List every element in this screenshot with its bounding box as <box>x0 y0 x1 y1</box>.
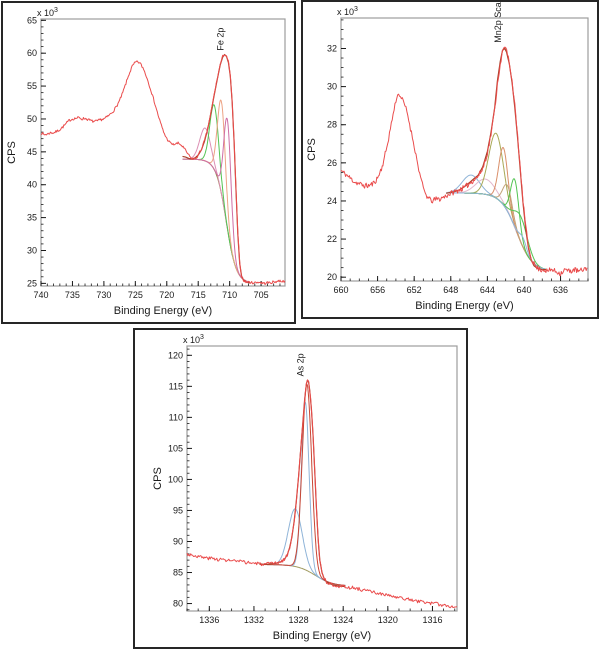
y-tick-label: 90 <box>173 536 183 546</box>
plot-area <box>340 17 589 282</box>
series-raw-data <box>40 54 286 285</box>
y-tick-label: 28 <box>327 120 337 130</box>
y-tick-label: 55 <box>27 81 37 91</box>
x-tick-label: 725 <box>128 290 143 300</box>
mn2p-spectrum-panel: 660 656 652 648 644 640 636 20 22 24 26 28 30 32 Bindi… <box>301 0 599 319</box>
series-raw-data <box>340 46 588 277</box>
x-tick-label: 1320 <box>378 615 398 625</box>
x-tick-label: 636 <box>553 285 568 295</box>
y-tick-label: 26 <box>327 158 337 168</box>
y-axis-title: CPS <box>6 141 18 164</box>
y-tick-label: 45 <box>27 147 37 157</box>
y-axis-multiplier: x 103 <box>337 6 358 17</box>
x-tick-label: 730 <box>96 290 111 300</box>
y-tick-label: 65 <box>27 15 37 25</box>
y-tick-label: 85 <box>173 568 183 578</box>
x-tick-label: 640 <box>516 285 531 295</box>
x-tick-label: 1328 <box>289 615 309 625</box>
x-tick-label: 652 <box>407 285 422 295</box>
as2p-chart: 1336 1332 1328 1324 1320 1316 80 85 90 95 100 105 11… <box>152 334 458 642</box>
y-axis-title: CPS <box>306 138 318 161</box>
x-tick-label: 1324 <box>333 615 353 625</box>
x-tick-label: 735 <box>65 290 80 300</box>
y-tick-label: 80 <box>173 599 183 609</box>
x-tick-label: 740 <box>33 290 48 300</box>
x-tick-label: 656 <box>370 285 385 295</box>
x-tick-label: 1332 <box>244 615 264 625</box>
x-tick-label: 648 <box>443 285 458 295</box>
y-tick-label: 50 <box>27 114 37 124</box>
peak-label: Fe 2p <box>215 28 225 51</box>
x-axis-title: Binding Energy (eV) <box>273 630 371 642</box>
y-tick-label: 120 <box>168 350 183 360</box>
fe2p-chart: 740 735 730 725 720 715 710 705 25 30 35 40 45 50 55 60… <box>6 7 286 317</box>
y-axis-title: CPS <box>152 467 164 490</box>
y-tick-label: 115 <box>169 381 183 391</box>
x-tick-label: 644 <box>480 285 495 295</box>
x-tick-label: 715 <box>191 290 206 300</box>
y-tick-label: 22 <box>327 234 337 244</box>
peak-label: Mn2p Sca <box>493 2 503 43</box>
x-axis-title: Binding Energy (eV) <box>114 305 212 317</box>
y-tick-label: 100 <box>168 474 183 484</box>
y-tick-label: 110 <box>169 412 183 422</box>
x-tick-label: 705 <box>254 290 269 300</box>
x-tick-label: 720 <box>159 290 174 300</box>
y-tick-label: 105 <box>168 443 183 453</box>
y-tick-label: 32 <box>327 43 337 53</box>
y-tick-label: 30 <box>27 245 37 255</box>
series-raw-data <box>186 379 458 609</box>
y-tick-label: 20 <box>327 272 337 282</box>
y-axis-multiplier: x 103 <box>183 334 204 345</box>
y-tick-label: 35 <box>27 213 37 223</box>
fe2p-spectrum-panel: 740 735 730 725 720 715 710 705 25 30 35 40 45 50 55 60… <box>1 1 296 324</box>
y-axis-multiplier: x 103 <box>37 7 58 18</box>
y-tick-label: 60 <box>27 48 37 58</box>
as2p-spectrum-panel: 1336 1332 1328 1324 1320 1316 80 85 90 95 100 105 11… <box>133 328 468 649</box>
y-tick-label: 25 <box>27 278 37 288</box>
x-tick-label: 1336 <box>199 615 219 625</box>
x-axis-title: Binding Energy (eV) <box>415 300 513 312</box>
x-tick-label: 1316 <box>422 615 442 625</box>
plot-area <box>186 345 458 612</box>
series-component-Mn-640.1 <box>446 192 547 270</box>
mn2p-chart: 660 656 652 648 644 640 636 20 22 24 26 28 30 32 Bindi… <box>306 2 589 312</box>
peak-label: As 2p <box>296 353 306 376</box>
y-tick-label: 95 <box>173 505 183 515</box>
y-tick-label: 24 <box>327 196 337 206</box>
y-tick-label: 30 <box>327 82 337 92</box>
x-tick-label: 660 <box>333 285 348 295</box>
x-tick-label: 710 <box>222 290 237 300</box>
y-tick-label: 40 <box>27 180 37 190</box>
plot-area <box>40 18 286 287</box>
